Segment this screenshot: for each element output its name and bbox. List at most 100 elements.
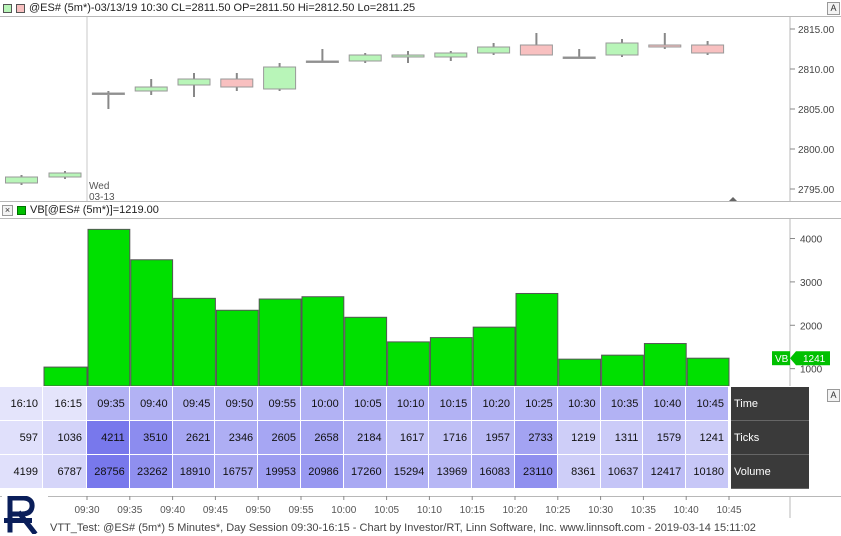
table-ticks-cell: 1311 bbox=[600, 421, 644, 455]
candle-body-down bbox=[648, 44, 682, 48]
table-volume-cell: 13969 bbox=[429, 455, 473, 489]
price-chart[interactable]: 2795.00 2800.00 2805.00 2810.00 2815.00 Wed03… bbox=[0, 17, 841, 201]
time-tick-label: 10:35 bbox=[631, 505, 656, 516]
candle-body-down bbox=[220, 78, 254, 88]
candle-body-up bbox=[305, 60, 339, 63]
table-ticks-cell: 1617 bbox=[386, 421, 430, 455]
table-volume-cell: 10180 bbox=[686, 455, 729, 489]
candle-body-up bbox=[48, 172, 82, 178]
table-ticks-cell: 2733 bbox=[515, 421, 558, 455]
table-volume-cell: 16757 bbox=[215, 455, 259, 489]
candle bbox=[305, 49, 339, 63]
table-ticks-cell: 1241 bbox=[686, 421, 729, 455]
volume-tick-label: 4000 bbox=[800, 235, 823, 246]
day-label-date: 03-13 bbox=[89, 192, 115, 201]
time-tick-label: 10:30 bbox=[588, 505, 613, 516]
day-label-weekday: Wed bbox=[89, 181, 109, 192]
table-time-cell: 09:35 bbox=[87, 387, 130, 421]
candle bbox=[605, 39, 639, 57]
volume-bar bbox=[429, 337, 473, 386]
candle bbox=[220, 73, 254, 91]
time-tick-label: 09:50 bbox=[246, 505, 271, 516]
table-ticks-cell: 2346 bbox=[215, 421, 259, 455]
volume-chart[interactable]: 1000 2000 3000 4000 VB 1241 bbox=[0, 219, 841, 386]
price-tick-label: 2810.00 bbox=[798, 65, 835, 76]
pane-divider bbox=[0, 201, 841, 202]
table-volume-cell: 19953 bbox=[258, 455, 301, 489]
candle bbox=[434, 51, 468, 61]
table-row-label: Ticks bbox=[731, 421, 809, 455]
table-time-cell: 10:20 bbox=[472, 387, 515, 421]
legend-up-square-icon bbox=[3, 3, 12, 13]
price-tick-label: 2805.00 bbox=[798, 105, 835, 116]
candle bbox=[5, 175, 38, 185]
volume-tick-label: 3000 bbox=[800, 278, 823, 289]
table-row-label: Time bbox=[731, 387, 809, 421]
price-header-divider bbox=[0, 16, 841, 17]
table-volume-cell: 18910 bbox=[172, 455, 216, 489]
table-ticks-cell: 1219 bbox=[557, 421, 601, 455]
volume-bar bbox=[515, 292, 559, 386]
time-tick-label: 10:05 bbox=[374, 505, 399, 516]
table-volume-cell: 8361 bbox=[557, 455, 601, 489]
time-tick-label: 09:35 bbox=[117, 505, 142, 516]
volume-bar bbox=[344, 316, 388, 386]
volume-last-value-tag: VB 1241 bbox=[772, 351, 830, 366]
table-ticks-cell: 2184 bbox=[343, 421, 387, 455]
table-time-cell: 10:30 bbox=[557, 387, 601, 421]
table-volume-cell: 12417 bbox=[643, 455, 687, 489]
table-volume-cell: 4199 bbox=[0, 455, 43, 489]
candle-body-up bbox=[348, 54, 382, 62]
price-pane-header: @ES# (5m*)-03/13/19 10:30 CL=2811.50 OP=… bbox=[0, 0, 416, 16]
table-volume-cell: 16083 bbox=[472, 455, 515, 489]
time-tick-label: 09:45 bbox=[203, 505, 228, 516]
table-time-cell: 16:10 bbox=[0, 387, 43, 421]
candle-body-down bbox=[519, 44, 553, 56]
volume-tag-value-box bbox=[790, 351, 830, 366]
volume-bar bbox=[387, 341, 430, 386]
volume-tag-value: 1241 bbox=[803, 354, 826, 365]
table-ticks-cell: 1716 bbox=[429, 421, 473, 455]
volume-bar bbox=[43, 366, 88, 386]
table-volume-cell: 15294 bbox=[386, 455, 430, 489]
candle-body-up bbox=[391, 54, 425, 58]
price-tick-label: 2800.00 bbox=[798, 145, 835, 156]
price-tick-label: 2795.00 bbox=[798, 185, 835, 196]
axis-top-border bbox=[0, 496, 841, 497]
table-time-cell: 10:00 bbox=[301, 387, 344, 421]
time-tick-label: 10:10 bbox=[417, 505, 442, 516]
table-time-cell: 09:40 bbox=[129, 387, 173, 421]
volume-pane-close-icon[interactable]: × bbox=[2, 204, 13, 216]
candle-body-up bbox=[91, 92, 125, 95]
price-tick-label: 2815.00 bbox=[798, 25, 835, 36]
candle-body-down bbox=[691, 44, 725, 54]
volume-pane-autoscale-button[interactable]: A bbox=[827, 389, 840, 402]
table-volume-cell: 28756 bbox=[87, 455, 130, 489]
candle bbox=[134, 79, 168, 95]
table-ticks-cell: 597 bbox=[0, 421, 43, 455]
price-pane-autoscale-button[interactable]: A bbox=[827, 2, 840, 15]
price-pane-title: @ES# (5m*)-03/13/19 10:30 CL=2811.50 OP=… bbox=[29, 2, 416, 14]
table-time-cell: 09:45 bbox=[172, 387, 216, 421]
table-ticks-cell: 1957 bbox=[472, 421, 515, 455]
candle-body-up bbox=[605, 42, 639, 56]
volume-legend-square-icon bbox=[17, 205, 26, 215]
candle-body-up bbox=[263, 66, 297, 90]
table-time-cell: 10:40 bbox=[643, 387, 687, 421]
candle-body-up bbox=[134, 86, 168, 92]
time-tick-label: 10:40 bbox=[674, 505, 699, 516]
table-time-cell: 09:50 bbox=[215, 387, 259, 421]
investor-rt-logo-icon bbox=[2, 496, 48, 534]
time-axis: 09:30 09:35 09:40 09:45 09:50 09:55 10:00 10:05… bbox=[74, 496, 791, 518]
time-tick-label: 10:00 bbox=[331, 505, 356, 516]
table-time-cell: 10:10 bbox=[386, 387, 430, 421]
table-time-cell: 10:35 bbox=[600, 387, 644, 421]
volume-bar bbox=[686, 357, 730, 386]
table-ticks-cell: 2658 bbox=[301, 421, 344, 455]
volume-bar bbox=[301, 296, 345, 386]
volume-pane-title: VB[@ES# (5m*)]=1219.00 bbox=[30, 204, 159, 216]
candle bbox=[48, 171, 82, 179]
time-tick-label: 10:45 bbox=[716, 505, 741, 516]
volume-bar bbox=[215, 309, 259, 386]
candle bbox=[648, 33, 682, 49]
